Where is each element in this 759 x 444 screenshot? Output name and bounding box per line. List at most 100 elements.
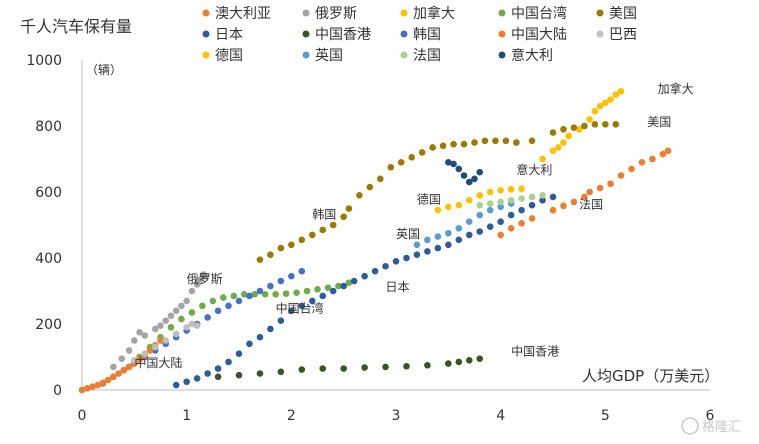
y-tick-labels: 0 200 400 600 800 1000 [26,53,62,399]
legend-item: 澳大利亚 [202,6,271,22]
x-axis-title: 人均GDP（万美元） [582,367,719,385]
legend-item: 法国 [400,48,441,64]
data-point [78,386,86,394]
data-point [549,129,557,136]
data-point [429,144,436,151]
series-label: 中国大陆 [134,355,182,370]
y-axis-title: 千人汽车保有量 [20,17,132,36]
legend-marker [202,30,210,38]
data-point [235,350,243,358]
data-point [361,272,368,280]
y-tick-label: 0 [53,383,62,399]
data-point [131,337,138,344]
data-point [424,361,431,369]
data-point [492,137,499,145]
data-point [497,187,504,194]
data-point [455,236,463,244]
legend-label: 中国台湾 [511,5,567,22]
legend-marker [498,30,506,38]
data-point [565,132,572,140]
x-tick-label: 0 [78,408,87,424]
data-point [507,196,515,204]
data-point [455,165,463,173]
x-tick-label: 3 [392,408,401,424]
data-point [230,292,238,300]
data-point [298,366,306,373]
data-point [439,142,447,150]
legend-marker [498,9,506,17]
legend-label: 日本 [215,27,243,43]
data-point [340,213,347,221]
legend-item: 英国 [302,47,343,64]
data-point [377,175,384,183]
data-point [267,325,274,333]
data-point [507,211,515,219]
data-point [136,328,143,336]
data-point [272,291,279,298]
data-point [476,201,484,209]
data-point [167,312,175,320]
data-point [293,289,300,296]
legend-label: 中国大陆 [511,27,567,43]
legend-label: 法国 [413,48,441,64]
data-point [445,203,452,211]
data-point [235,297,243,305]
data-point [188,309,196,316]
data-point [649,155,656,163]
data-point [570,198,578,206]
data-point [345,279,353,287]
data-point [586,116,593,123]
data-point [445,229,452,237]
data-point [188,320,196,328]
legend-label: 韩国 [413,27,441,43]
legend-label: 巴西 [609,27,637,43]
data-point [575,126,583,133]
legend-marker [302,51,310,59]
legend-item: 德国 [202,48,243,64]
data-point [202,272,209,280]
data-point [214,373,222,381]
legend-marker [498,51,506,59]
data-point [518,220,525,227]
data-point [513,139,520,146]
data-point [455,225,463,232]
data-point [196,276,204,283]
data-point [188,287,196,295]
watermark-text: 格隆汇 [702,419,741,435]
data-point [476,355,484,362]
data-point [251,291,258,298]
data-point [497,231,504,239]
data-point [403,254,410,262]
data-point [455,358,463,366]
data-point [596,102,604,110]
data-point [172,330,180,338]
data-point [612,91,620,98]
series-label: 中国台湾 [276,300,324,315]
legend-marker [596,9,604,17]
data-point [314,286,321,293]
data-point [465,218,473,225]
data-point [476,228,484,235]
data-point [298,236,306,244]
y-tick-label: 200 [35,317,62,333]
data-point [549,206,557,214]
data-point [450,140,457,148]
data-point [277,244,285,252]
data-point [141,350,149,358]
data-point [481,137,489,145]
data-point [591,121,599,128]
data-point [486,223,494,230]
data-point [125,363,133,371]
data-point [476,168,484,176]
data-point [235,371,243,379]
data-point [204,370,211,377]
data-point [366,183,374,191]
data-point [465,178,473,186]
watermark-logo-icon [681,417,699,435]
data-point [607,180,614,188]
data-point [308,231,316,239]
legend-label: 加拿大 [413,5,455,22]
